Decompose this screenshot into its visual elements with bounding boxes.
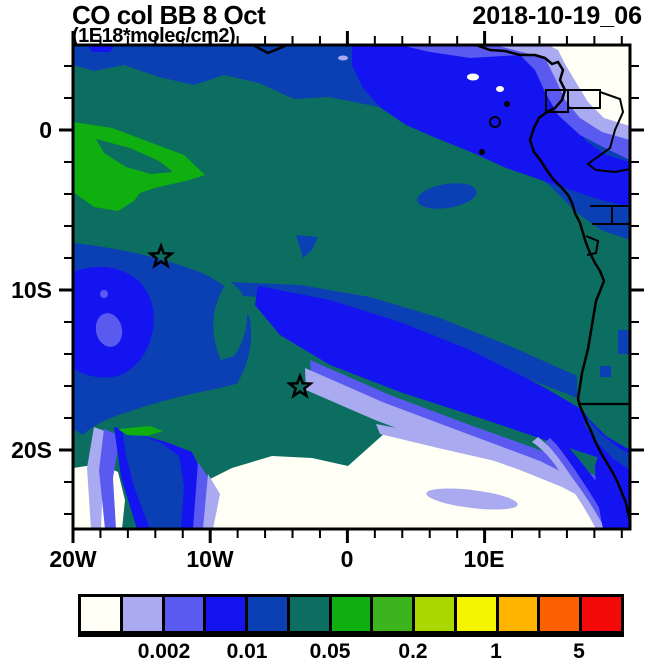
coast-strip-brightblue-land [595, 450, 630, 529]
colorbar-label-005: 0.05 [309, 640, 351, 663]
x-tick-label-10w: 10W [186, 546, 234, 572]
colorbar [78, 594, 624, 637]
column-fringe-periwinkle-left [99, 429, 120, 529]
colorbar-segment-4 [206, 597, 249, 631]
island-dot-2 [479, 149, 485, 155]
ne-white-speck-1 [467, 73, 479, 81]
country-border-lines [590, 205, 630, 225]
contour-map [59, 31, 644, 543]
land-blue-speck-1 [600, 366, 611, 377]
colorbar-label-02: 0.2 [398, 640, 428, 663]
colorbar-label-0002: 0.002 [137, 640, 191, 663]
colorbar-label-001: 0.01 [226, 640, 268, 663]
country-border-box-2 [567, 89, 601, 109]
x-tick-label-0: 0 [340, 546, 354, 572]
south-column-darkblue [122, 429, 184, 529]
plot-frame [71, 43, 632, 531]
run-timestamp: 2018-10-19_06 [472, 2, 642, 30]
country-border-cabinda [585, 235, 600, 256]
diagonal-brightblue-band [255, 286, 630, 468]
colorbar-label-5: 5 [573, 640, 585, 663]
white-lavender-streak-1 [376, 424, 540, 473]
land-blue-speck-2 [618, 330, 630, 354]
gulf-coast-dip [252, 45, 286, 55]
star-marker-1 [146, 242, 176, 269]
map-fill-layers [73, 45, 630, 529]
land-teal-below-border [578, 404, 630, 450]
y-tick-label-10s: 10S [11, 277, 52, 303]
country-border-squiggle [586, 91, 630, 174]
colorbar-segment-5 [248, 597, 290, 631]
sw-periwinkle-blob [95, 313, 123, 347]
axis-ticks [59, 31, 644, 543]
colorbar-segment-2 [122, 597, 165, 631]
y-tick-label-0: 0 [39, 117, 52, 143]
green-sliver-south [118, 426, 163, 436]
coast-strip-darkblue-land [583, 414, 630, 472]
colorbar-segment-6 [289, 597, 332, 631]
africa-coastline [475, 45, 630, 522]
page-title: CO col BB 8 Oct [72, 0, 266, 30]
central-blue-ellipse [417, 183, 477, 209]
ne-white-region [548, 45, 630, 126]
x-tick-label-10e: 10E [463, 546, 505, 572]
ne-white-speck-2 [496, 86, 504, 92]
column-fringe-lavender-right [203, 474, 220, 529]
north-band-speck [88, 46, 114, 52]
colorbar-segment-8 [373, 597, 416, 631]
white-lavender-streak-2 [426, 488, 518, 510]
land-teal-se [576, 288, 630, 404]
colorbar-segment-3 [164, 597, 207, 631]
colorbar-label-1: 1 [490, 640, 502, 663]
colorbar-segment-10 [456, 597, 499, 631]
colorbar-segment-13 [582, 597, 621, 631]
north-band-lavender-speck [338, 55, 348, 61]
island-dot-1 [504, 101, 510, 107]
teal-finger [213, 281, 248, 360]
sw-periwinkle-dot [100, 290, 108, 298]
island-outline [489, 116, 501, 128]
colorbar-segment-12 [540, 597, 583, 631]
colorbar-segment-11 [498, 597, 541, 631]
site-markers [146, 242, 315, 399]
colorbar-segment-7 [331, 597, 374, 631]
y-tick-label-20s: 20S [11, 437, 52, 463]
geography-outlines [252, 45, 630, 522]
star-marker-2 [285, 372, 315, 399]
south-lavender-band [305, 368, 618, 512]
x-tick-label-20w: 20W [49, 546, 97, 572]
units-label: (1E18*molec/cm2) [72, 25, 236, 47]
central-blue-patch [296, 235, 318, 258]
colorbar-segment-9 [415, 597, 457, 631]
colorbar-segment-1 [81, 597, 123, 631]
green-patch-hole [96, 139, 173, 174]
